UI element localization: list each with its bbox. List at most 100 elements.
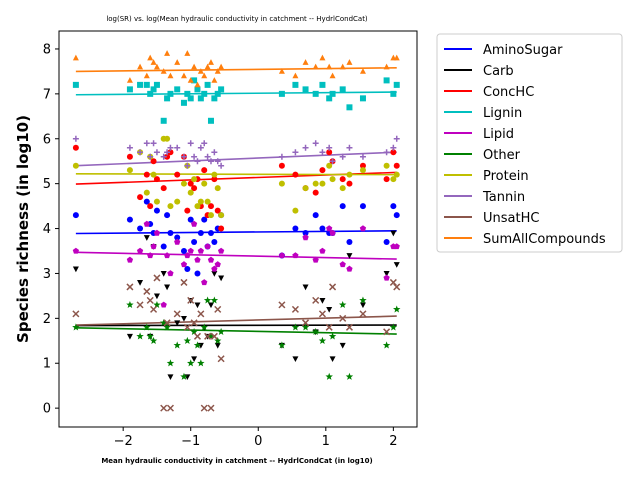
point-lipid bbox=[393, 243, 400, 250]
point-sumallcompounds bbox=[302, 59, 309, 65]
point-protein bbox=[207, 212, 214, 219]
point-lipid bbox=[194, 256, 201, 263]
point-aminosugar bbox=[164, 212, 171, 219]
point-sumallcompounds bbox=[147, 54, 154, 61]
point-sumallcompounds bbox=[191, 63, 198, 70]
point-carb bbox=[218, 275, 225, 282]
point-tannin bbox=[319, 149, 326, 156]
point-sumallcompounds bbox=[143, 72, 150, 79]
point-carb bbox=[143, 235, 150, 241]
point-lignin bbox=[383, 77, 390, 84]
point-lipid bbox=[346, 265, 353, 272]
point-other bbox=[217, 327, 225, 335]
point-tannin bbox=[292, 149, 299, 156]
point-aminosugar bbox=[167, 230, 174, 237]
point-protein bbox=[393, 171, 400, 178]
point-sumallcompounds bbox=[201, 72, 208, 79]
point-aminosugar bbox=[302, 230, 309, 237]
point-protein bbox=[302, 185, 309, 192]
series-unsathc bbox=[72, 274, 401, 412]
series-protein bbox=[72, 135, 400, 219]
point-lignin bbox=[126, 86, 133, 93]
point-unsathc bbox=[163, 319, 171, 327]
point-conchc bbox=[126, 153, 133, 160]
point-sumallcompounds bbox=[278, 68, 285, 74]
point-tannin bbox=[383, 149, 390, 156]
point-protein bbox=[312, 180, 319, 187]
point-protein bbox=[278, 180, 285, 187]
point-unsathc bbox=[325, 323, 333, 331]
point-tannin bbox=[137, 149, 144, 156]
y-tick-label: 8 bbox=[43, 42, 51, 57]
point-aminosugar bbox=[194, 270, 201, 277]
point-other bbox=[338, 300, 347, 309]
point-aminosugar bbox=[187, 216, 194, 223]
x-tick-label: 0 bbox=[254, 434, 262, 449]
point-unsathc bbox=[126, 283, 134, 291]
point-aminosugar bbox=[359, 203, 366, 210]
point-carb bbox=[167, 374, 174, 381]
point-carb bbox=[72, 266, 79, 273]
y-tick-label: 1 bbox=[43, 357, 51, 372]
legend-item-other: Other bbox=[444, 148, 521, 163]
point-sumallcompounds bbox=[292, 72, 299, 79]
point-tannin bbox=[204, 153, 211, 160]
point-tannin bbox=[197, 144, 204, 151]
point-unsathc bbox=[183, 323, 191, 331]
point-lipid bbox=[204, 243, 211, 250]
point-conchc bbox=[153, 176, 160, 183]
point-lignin bbox=[167, 90, 174, 97]
point-unsathc bbox=[200, 404, 208, 412]
point-conchc bbox=[214, 207, 221, 214]
point-lipid bbox=[197, 247, 204, 254]
point-conchc bbox=[72, 144, 79, 151]
point-conchc bbox=[137, 194, 144, 201]
point-lipid bbox=[329, 229, 336, 236]
point-tannin bbox=[194, 158, 201, 165]
point-lipid bbox=[187, 247, 194, 254]
point-lipid bbox=[174, 238, 181, 245]
point-sumallcompounds bbox=[137, 63, 144, 70]
point-conchc bbox=[312, 189, 319, 196]
point-sumallcompounds bbox=[72, 54, 79, 61]
point-other bbox=[72, 323, 80, 331]
point-lignin bbox=[312, 90, 319, 97]
point-lipid bbox=[339, 261, 346, 268]
point-conchc bbox=[319, 167, 326, 174]
point-aminosugar bbox=[346, 239, 353, 246]
point-lipid bbox=[184, 252, 191, 259]
point-sumallcompounds bbox=[329, 72, 336, 79]
series-tannin bbox=[72, 135, 400, 169]
point-carb bbox=[326, 306, 333, 313]
point-sumallcompounds bbox=[319, 54, 326, 61]
point-tannin bbox=[164, 149, 171, 156]
point-lipid bbox=[302, 234, 309, 241]
legend-label-carb: Carb bbox=[483, 64, 514, 79]
point-protein bbox=[292, 207, 299, 214]
y-tick-label: 6 bbox=[43, 132, 51, 147]
point-aminosugar bbox=[207, 230, 214, 237]
point-tannin bbox=[302, 144, 309, 151]
point-other bbox=[193, 341, 202, 349]
x-tick-label: 2 bbox=[389, 434, 397, 449]
point-protein bbox=[390, 176, 397, 183]
point-carb bbox=[339, 342, 346, 349]
point-other bbox=[159, 318, 168, 326]
point-tannin bbox=[126, 144, 133, 151]
point-conchc bbox=[167, 149, 174, 156]
point-carb bbox=[137, 280, 144, 286]
point-other bbox=[190, 327, 198, 335]
point-lignin bbox=[339, 86, 346, 93]
trend-line-aminosugar bbox=[75, 229, 397, 235]
point-sumallcompounds bbox=[126, 77, 133, 83]
point-unsathc bbox=[136, 301, 144, 309]
point-protein bbox=[383, 162, 390, 169]
chart-title: log(SR) vs. log(Mean hydraulic conductiv… bbox=[106, 15, 368, 23]
point-sumallcompounds bbox=[150, 59, 157, 65]
point-lipid bbox=[359, 225, 367, 232]
point-tannin bbox=[218, 162, 225, 169]
y-axis: 0 1 2 3 4 5 6 7 8 bbox=[43, 42, 59, 417]
point-unsathc bbox=[150, 305, 158, 313]
point-protein bbox=[187, 189, 194, 196]
point-lipid bbox=[278, 252, 286, 259]
